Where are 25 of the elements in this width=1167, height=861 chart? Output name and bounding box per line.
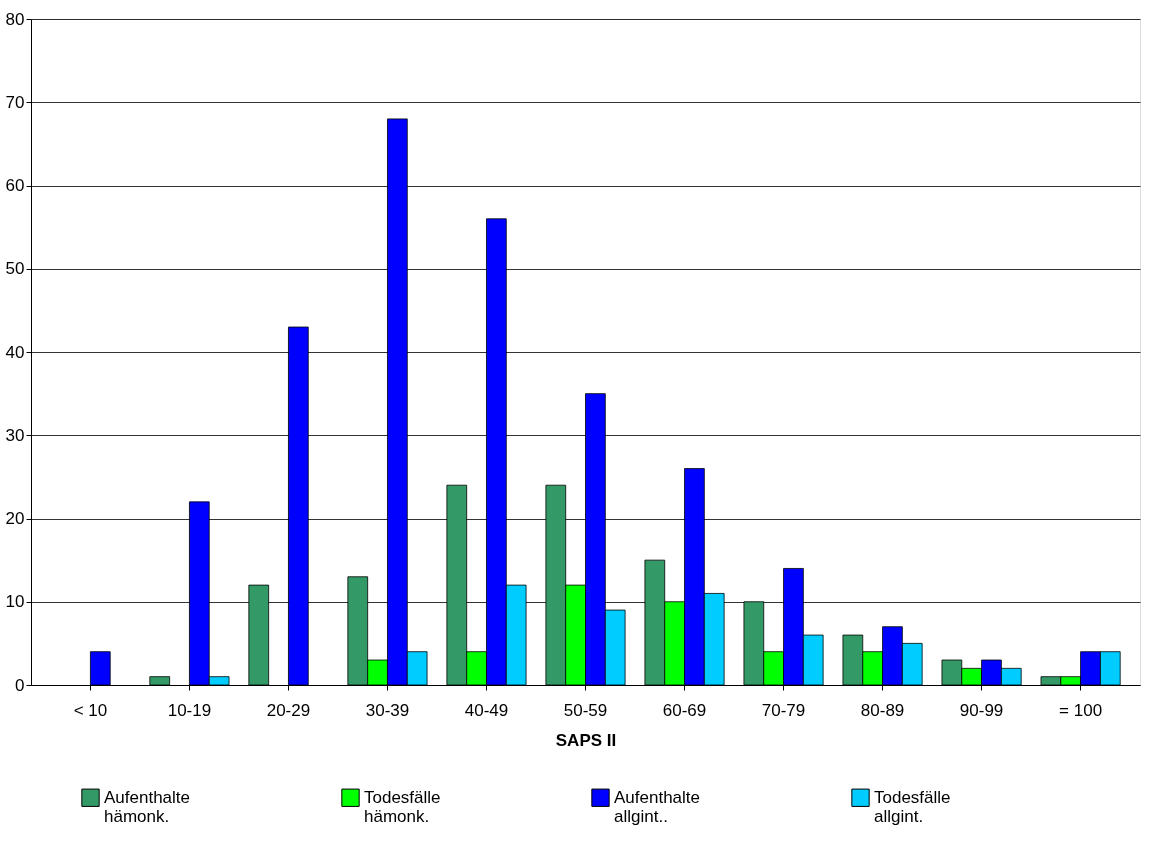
y-tick-label: 50 — [5, 259, 25, 279]
y-tick-label: 20 — [5, 509, 25, 528]
x-tick-label: 40-49 — [464, 700, 509, 720]
x-tick-label: 50-59 — [563, 700, 608, 720]
legend-label: Aufenthalte allgint.. — [614, 787, 701, 826]
x-tick-label: 20-29 — [266, 700, 311, 720]
x-tick-label: 70-79 — [761, 700, 806, 720]
y-tick-label: 80 — [5, 9, 25, 29]
y-tick-label: 0 — [15, 675, 25, 695]
x-tick-label: < 10 — [73, 700, 108, 720]
y-tick-label: 40 — [5, 342, 25, 362]
y-tick-label: 30 — [5, 425, 25, 445]
x-tick-label: 30-39 — [365, 700, 410, 720]
legend-label: Todesfälle allgint. — [874, 787, 951, 826]
y-tick-label: 70 — [5, 92, 25, 112]
y-tick-label: 60 — [5, 176, 25, 195]
x-tick-label: 80-89 — [860, 700, 905, 720]
x-tick-label: = 100 — [1059, 700, 1103, 720]
x-axis-title: SAPS II — [555, 730, 617, 750]
y-tick-label: 10 — [5, 592, 25, 612]
legend-label: Aufenthalte hämonk. — [104, 787, 191, 826]
x-tick-label: 60-69 — [662, 700, 707, 720]
x-tick-label: 10-19 — [167, 700, 212, 720]
legend-label: Todesfälle hämonk. — [364, 787, 441, 826]
x-tick-label: 90-99 — [959, 700, 1004, 720]
